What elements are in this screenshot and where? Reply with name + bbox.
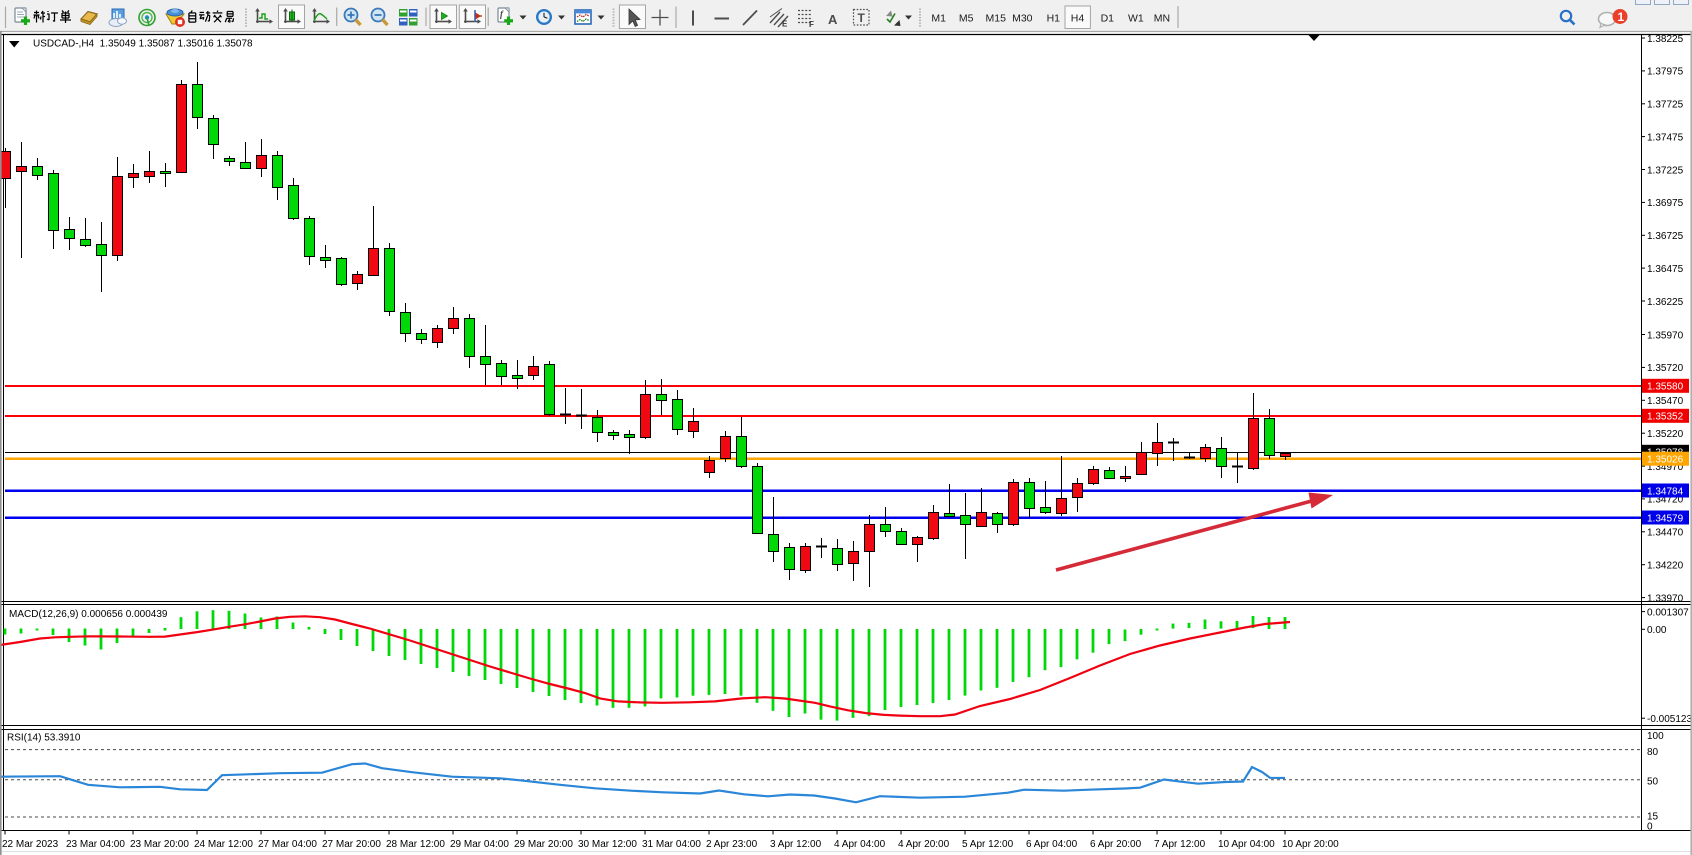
svg-text:RSI(14) 53.3910: RSI(14) 53.3910 xyxy=(7,733,81,744)
svg-text:1.37225: 1.37225 xyxy=(1647,165,1684,176)
svg-text:0.001307: 0.001307 xyxy=(1647,607,1689,618)
svg-text:15: 15 xyxy=(1647,811,1659,822)
svg-text:3 Apr 12:00: 3 Apr 12:00 xyxy=(770,839,822,850)
svg-text:1.37975: 1.37975 xyxy=(1647,67,1684,78)
svg-text:50: 50 xyxy=(1647,776,1659,787)
svg-text:1.34784: 1.34784 xyxy=(1647,486,1684,497)
svg-text:23 Mar 20:00: 23 Mar 20:00 xyxy=(130,839,189,850)
svg-text:1.37475: 1.37475 xyxy=(1647,132,1684,143)
svg-text:1.33970: 1.33970 xyxy=(1647,593,1684,604)
svg-text:1.38225: 1.38225 xyxy=(1647,34,1684,45)
svg-text:100: 100 xyxy=(1647,731,1664,742)
svg-text:5 Apr 12:00: 5 Apr 12:00 xyxy=(962,839,1014,850)
svg-text:1.36975: 1.36975 xyxy=(1647,198,1684,209)
svg-text:M5: M5 xyxy=(959,13,974,25)
svg-text:1.35470: 1.35470 xyxy=(1647,396,1684,407)
svg-text:24 Mar 12:00: 24 Mar 12:00 xyxy=(194,839,253,850)
svg-text:1.34470: 1.34470 xyxy=(1647,528,1684,539)
svg-text:1.34220: 1.34220 xyxy=(1647,561,1684,572)
svg-text:D1: D1 xyxy=(1101,13,1115,25)
svg-text:1.34720: 1.34720 xyxy=(1647,495,1684,506)
svg-text:USDCAD-,H4 1.35049 1.35087 1.: USDCAD-,H4 1.35049 1.35087 1.35016 1.350… xyxy=(33,39,253,50)
svg-text:23 Mar 04:00: 23 Mar 04:00 xyxy=(66,839,125,850)
svg-text:F: F xyxy=(809,20,814,29)
svg-text:H4: H4 xyxy=(1071,13,1085,25)
svg-text:1.35026: 1.35026 xyxy=(1647,455,1684,466)
svg-text:6 Apr 20:00: 6 Apr 20:00 xyxy=(1090,839,1142,850)
svg-text:7 Apr 12:00: 7 Apr 12:00 xyxy=(1154,839,1206,850)
svg-text:1.36475: 1.36475 xyxy=(1647,264,1684,275)
svg-text:1.35720: 1.35720 xyxy=(1647,363,1684,374)
svg-text:1.35970: 1.35970 xyxy=(1647,330,1684,341)
svg-text:10 Apr 04:00: 10 Apr 04:00 xyxy=(1218,839,1275,850)
svg-text:6 Apr 04:00: 6 Apr 04:00 xyxy=(1026,839,1078,850)
svg-text:29 Mar 20:00: 29 Mar 20:00 xyxy=(514,839,573,850)
svg-text:30 Mar 12:00: 30 Mar 12:00 xyxy=(578,839,637,850)
svg-text:22 Mar 2023: 22 Mar 2023 xyxy=(2,839,59,850)
svg-text:0: 0 xyxy=(1647,821,1653,832)
svg-text:2 Apr 23:00: 2 Apr 23:00 xyxy=(706,839,758,850)
svg-text:MACD(12,26,9) 0.000656 0.00043: MACD(12,26,9) 0.000656 0.000439 xyxy=(9,609,168,620)
svg-text:80: 80 xyxy=(1647,747,1659,758)
svg-text:27 Mar 20:00: 27 Mar 20:00 xyxy=(322,839,381,850)
svg-text:M1: M1 xyxy=(931,13,946,25)
svg-text:1.37725: 1.37725 xyxy=(1647,100,1684,111)
svg-text:M30: M30 xyxy=(1012,13,1033,25)
svg-text:1.35352: 1.35352 xyxy=(1647,412,1684,423)
svg-text:-0.005123: -0.005123 xyxy=(1647,714,1692,725)
svg-text:A: A xyxy=(828,12,838,27)
svg-text:27 Mar 04:00: 27 Mar 04:00 xyxy=(258,839,317,850)
svg-text:1.34970: 1.34970 xyxy=(1647,462,1684,473)
svg-text:1.36725: 1.36725 xyxy=(1647,231,1684,242)
svg-text:28 Mar 12:00: 28 Mar 12:00 xyxy=(386,839,445,850)
svg-text:1.35220: 1.35220 xyxy=(1647,429,1684,440)
svg-text:31 Mar 04:00: 31 Mar 04:00 xyxy=(642,839,701,850)
svg-text:M15: M15 xyxy=(986,13,1007,25)
svg-text:H1: H1 xyxy=(1047,13,1061,25)
svg-text:10 Apr 20:00: 10 Apr 20:00 xyxy=(1282,839,1339,850)
svg-text:MN: MN xyxy=(1154,13,1170,25)
svg-text:f: f xyxy=(500,9,504,19)
svg-text:4 Apr 20:00: 4 Apr 20:00 xyxy=(898,839,950,850)
svg-text:1.34579: 1.34579 xyxy=(1647,513,1684,524)
svg-text:1.35580: 1.35580 xyxy=(1647,382,1684,393)
svg-text:0.00: 0.00 xyxy=(1647,625,1667,636)
svg-text:W1: W1 xyxy=(1128,13,1144,25)
svg-text:29 Mar 04:00: 29 Mar 04:00 xyxy=(450,839,509,850)
svg-text:E: E xyxy=(782,20,788,29)
svg-text:T: T xyxy=(858,11,866,25)
svg-text:4 Apr 04:00: 4 Apr 04:00 xyxy=(834,839,886,850)
svg-text:1: 1 xyxy=(1618,10,1625,24)
svg-text:1.36225: 1.36225 xyxy=(1647,297,1684,308)
